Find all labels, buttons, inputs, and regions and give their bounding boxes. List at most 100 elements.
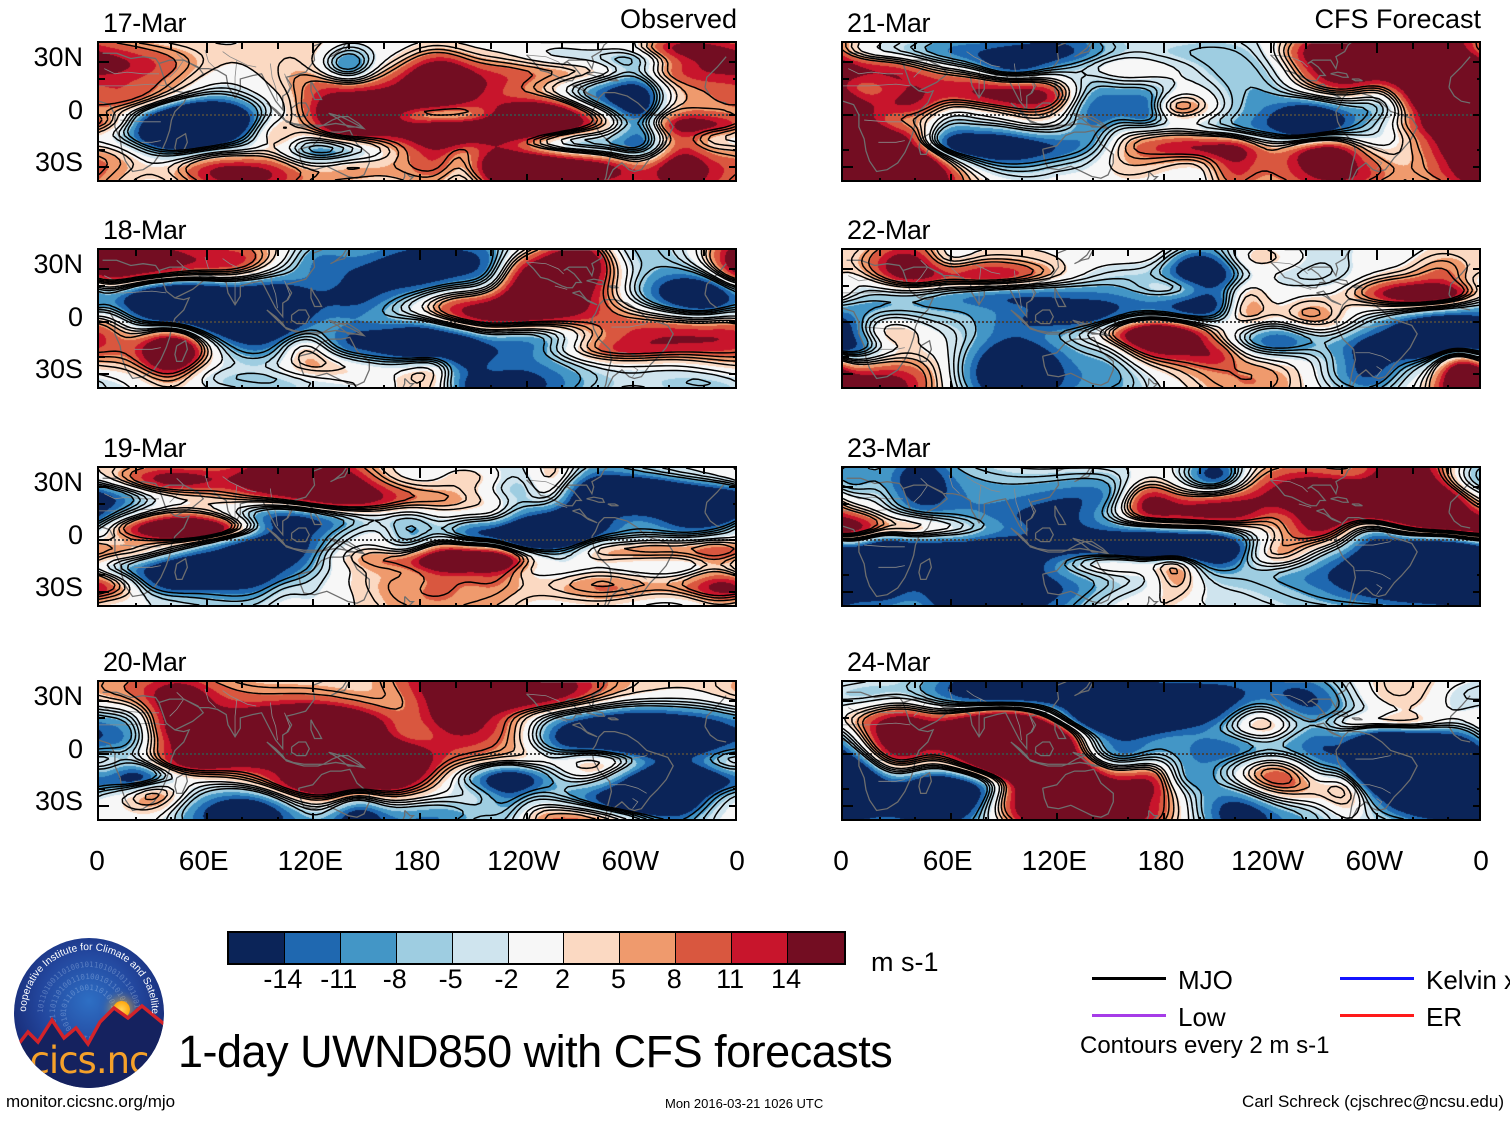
x-tick-bottom xyxy=(1340,178,1343,180)
x-tick-top xyxy=(1056,250,1059,260)
x-tick-bottom xyxy=(134,385,137,387)
equator-line xyxy=(843,113,1479,116)
x-tick-top xyxy=(1234,682,1237,688)
x-tick-bottom xyxy=(1020,603,1023,605)
x-tick-bottom xyxy=(632,599,635,605)
x-tick-top xyxy=(1411,250,1414,256)
x-tick-top xyxy=(454,682,457,688)
x-tick-bottom xyxy=(985,817,988,819)
mjo-contour-negative xyxy=(99,700,735,819)
x-tick-bottom xyxy=(276,178,279,180)
x-tick-bottom xyxy=(490,817,493,819)
page-title: 1-day UWND850 with CFS forecasts xyxy=(178,1026,893,1077)
mjo-contour-positive xyxy=(99,468,735,605)
x-tick-top xyxy=(1376,43,1379,53)
x-axis-tick-label: 180 xyxy=(1137,845,1185,876)
y-tick-right xyxy=(1473,752,1479,755)
x-tick-top xyxy=(1340,468,1343,474)
x-tick-bottom xyxy=(1127,603,1130,605)
x-axis-tick-label: 0 xyxy=(1473,845,1489,876)
y-tick-right xyxy=(1473,591,1479,594)
mjo-contour-positive xyxy=(843,468,1479,604)
x-tick-top xyxy=(1234,43,1237,49)
x-tick-top xyxy=(1411,43,1414,49)
x-tick-top xyxy=(276,250,279,256)
legend-label: MJO xyxy=(1178,965,1233,995)
x-axis-tick-label: 60W xyxy=(1345,845,1404,876)
x-tick-top xyxy=(596,250,599,256)
x-tick-top xyxy=(1091,250,1094,256)
y-tick-left xyxy=(99,166,109,169)
y-tick-right-minor xyxy=(1477,148,1479,151)
mjo-contour-negative xyxy=(99,250,735,387)
x-tick-top xyxy=(383,468,386,474)
x-tick-bottom xyxy=(1447,817,1450,819)
y-tick-right-minor xyxy=(733,573,735,576)
x-tick-bottom xyxy=(1447,178,1450,180)
y-axis-label: 30N xyxy=(33,466,83,497)
legend-label: ER xyxy=(1426,1002,1463,1032)
map-panel xyxy=(97,680,737,821)
x-tick-top xyxy=(1127,468,1130,474)
y-tick-left xyxy=(99,485,109,488)
x-tick-bottom xyxy=(347,385,350,387)
x-tick-bottom xyxy=(1376,813,1379,819)
x-tick-bottom xyxy=(454,178,457,180)
x-tick-bottom xyxy=(985,178,988,180)
y-tick-left xyxy=(99,591,109,594)
x-axis-tick-label: 0 xyxy=(833,845,849,876)
x-tick-top xyxy=(383,250,386,256)
x-tick-top xyxy=(170,468,173,474)
map-panel xyxy=(841,466,1481,607)
map-overlay xyxy=(843,682,1479,819)
mjo-contour-negative xyxy=(843,468,1479,605)
footer-url[interactable]: monitor.cicsnc.org/mjo xyxy=(6,1092,176,1111)
y-tick-left-minor xyxy=(99,787,105,790)
x-tick-top xyxy=(878,250,881,256)
x-tick-bottom xyxy=(914,603,917,605)
x-axis-tick-label: 120E xyxy=(277,845,344,876)
mjo-contour-positive xyxy=(99,468,735,597)
x-tick-top xyxy=(1056,468,1059,478)
x-tick-top xyxy=(1198,43,1201,49)
x-tick-bottom xyxy=(241,385,244,387)
mjo-contour-negative xyxy=(843,250,1479,387)
column-header-observed: Observed xyxy=(619,4,737,34)
map-overlay xyxy=(99,250,735,387)
y-tick-left-minor xyxy=(99,78,105,81)
colorbar xyxy=(227,931,846,965)
x-tick-top xyxy=(561,43,564,49)
x-tick-top xyxy=(914,43,917,49)
mjo-contour-negative xyxy=(843,250,1479,387)
mjo-contour-positive xyxy=(843,250,1479,387)
y-tick-left xyxy=(99,373,109,376)
x-tick-top xyxy=(525,250,528,260)
x-tick-top xyxy=(1447,682,1450,688)
x-tick-bottom xyxy=(914,817,917,819)
y-axis-label: 30N xyxy=(33,248,83,279)
x-tick-bottom xyxy=(878,385,881,387)
y-tick-right xyxy=(1473,166,1479,169)
y-tick-right xyxy=(729,752,735,755)
colorbar-tick-label: 8 xyxy=(666,964,682,994)
x-tick-bottom xyxy=(1198,385,1201,387)
x-tick-top xyxy=(561,250,564,256)
x-tick-top xyxy=(205,250,208,260)
x-tick-top xyxy=(1447,43,1450,49)
x-tick-top xyxy=(1305,43,1308,49)
x-tick-bottom xyxy=(170,603,173,605)
x-tick-bottom xyxy=(1269,174,1272,180)
mjo-contour-positive xyxy=(99,468,735,605)
svg-text:Cooperative Institute for Clim: Cooperative Institute for Climate and Sa… xyxy=(14,938,160,1015)
x-tick-top xyxy=(419,250,421,260)
x-tick-top xyxy=(1198,682,1201,688)
x-tick-bottom xyxy=(1020,178,1023,180)
x-tick-bottom xyxy=(561,178,564,180)
y-axis-label: 30S xyxy=(34,354,83,385)
colorbar-tick-label: -11 xyxy=(320,964,358,994)
x-tick-top xyxy=(1091,682,1094,688)
uwnd850-anomaly-shading xyxy=(843,468,1479,605)
y-tick-right xyxy=(729,113,735,116)
x-tick-bottom xyxy=(1163,381,1165,387)
x-tick-top xyxy=(312,250,315,260)
